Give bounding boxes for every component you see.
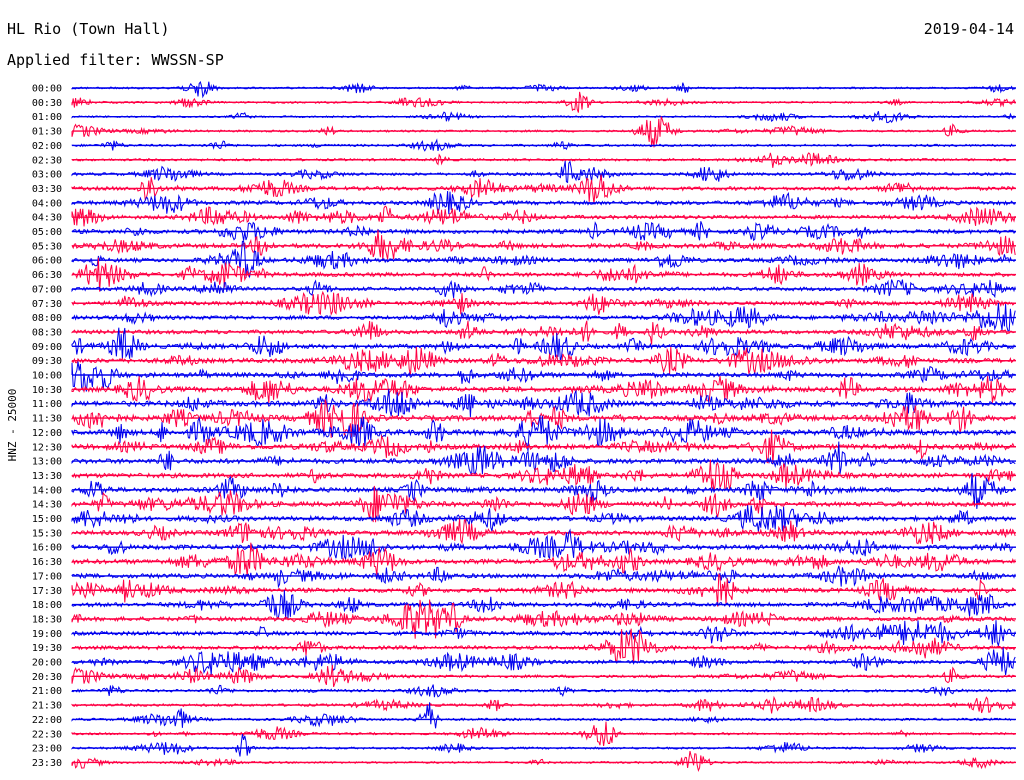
- station-title: HL Rio (Town Hall): [7, 20, 170, 38]
- row-time-label: 07:30: [32, 299, 62, 310]
- row-time-label: 13:00: [32, 457, 62, 468]
- trace-line: [71, 160, 1016, 184]
- trace-line: [71, 174, 1016, 205]
- row-time-label: 04:00: [32, 198, 62, 209]
- row-time-label: 19:30: [32, 643, 62, 654]
- trace-line: [71, 399, 1016, 438]
- trace-line: [71, 327, 1016, 362]
- row-time-label: 03:30: [32, 184, 62, 195]
- row-time-label: 05:00: [32, 227, 62, 238]
- row-time-label: 08:00: [32, 313, 62, 324]
- trace-line: [71, 590, 1016, 621]
- trace-line: [71, 205, 1016, 227]
- trace-line: [71, 302, 1016, 332]
- row-time-label: 15:00: [32, 514, 62, 525]
- row-time-label: 09:00: [32, 342, 62, 353]
- trace-line: [71, 518, 1016, 545]
- trace-line: [71, 116, 1016, 148]
- row-time-label: 02:30: [32, 155, 62, 166]
- row-time-label: 21:00: [32, 686, 62, 697]
- row-time-label: 16:30: [32, 557, 62, 568]
- row-time-label: 13:30: [32, 471, 62, 482]
- row-time-label: 11:30: [32, 414, 62, 425]
- trace-line: [71, 647, 1016, 676]
- row-time-label: 06:30: [32, 270, 62, 281]
- row-time-label: 09:30: [32, 356, 62, 367]
- row-time-label: 17:00: [32, 571, 62, 582]
- trace-line: [71, 81, 1016, 99]
- row-time-label: 15:30: [32, 528, 62, 539]
- row-time-label: 03:00: [32, 170, 62, 181]
- row-time-label: 00:30: [32, 98, 62, 109]
- row-time-label: 23:00: [32, 744, 62, 755]
- row-time-label: 10:00: [32, 371, 62, 382]
- row-time-label: 14:00: [32, 485, 62, 496]
- date-label: 2019-04-14: [923, 20, 1014, 38]
- trace-line: [71, 361, 1016, 392]
- row-time-label: 01:00: [32, 112, 62, 123]
- row-time-label: 22:30: [32, 729, 62, 740]
- trace-line: [71, 573, 1016, 607]
- trace-line: [71, 415, 1016, 451]
- row-time-label: 14:30: [32, 500, 62, 511]
- trace-line: [71, 290, 1016, 316]
- row-time-label: 23:30: [32, 758, 62, 769]
- row-time-label: 20:00: [32, 658, 62, 669]
- row-time-label: 20:30: [32, 672, 62, 683]
- y-axis-label: HNZ - 25000: [6, 389, 19, 462]
- row-time-label: 21:30: [32, 701, 62, 712]
- trace-line: [71, 459, 1016, 492]
- row-time-label: 11:00: [32, 399, 62, 410]
- row-time-label: 00:00: [32, 84, 62, 95]
- trace-line: [71, 441, 1016, 476]
- trace-line: [71, 750, 1016, 773]
- row-time-label: 19:00: [32, 629, 62, 640]
- trace-line: [71, 733, 1016, 757]
- trace-line: [71, 257, 1016, 292]
- row-time-label: 18:30: [32, 614, 62, 625]
- row-time-label: 22:00: [32, 715, 62, 726]
- row-time-label: 10:30: [32, 385, 62, 396]
- row-time-label: 05:30: [32, 241, 62, 252]
- row-time-label: 06:00: [32, 256, 62, 267]
- row-time-label: 07:00: [32, 284, 62, 295]
- trace-line: [71, 528, 1016, 561]
- row-time-label: 12:00: [32, 428, 62, 439]
- trace-line: [71, 376, 1016, 404]
- row-time-label: 18:00: [32, 600, 62, 611]
- filter-label: Applied filter: WWSSN-SP: [7, 51, 224, 69]
- row-time-label: 08:30: [32, 327, 62, 338]
- row-time-label: 01:30: [32, 127, 62, 138]
- row-time-label: 16:00: [32, 543, 62, 554]
- row-time-label: 04:30: [32, 213, 62, 224]
- row-time-label: 02:00: [32, 141, 62, 152]
- row-time-label: 12:30: [32, 442, 62, 453]
- row-time-label: 17:30: [32, 586, 62, 597]
